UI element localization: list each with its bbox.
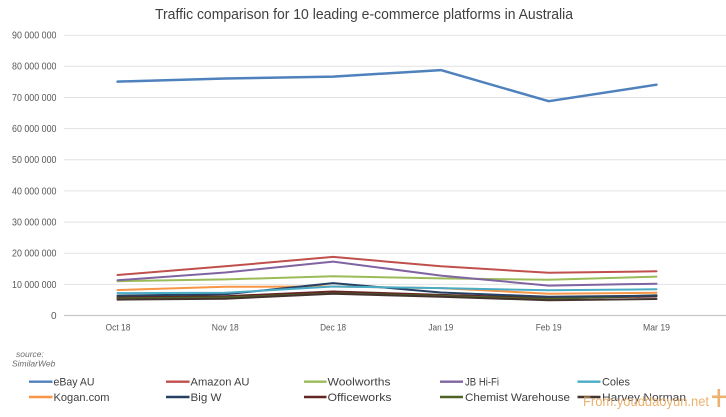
svg-text:source:: source: — [16, 349, 45, 359]
svg-text:60 000 000: 60 000 000 — [12, 124, 57, 135]
svg-text:Big W: Big W — [191, 392, 223, 404]
svg-text:10 000 000: 10 000 000 — [12, 280, 57, 291]
svg-text:Jan 19: Jan 19 — [428, 323, 453, 334]
svg-text:0: 0 — [51, 311, 57, 322]
svg-text:Dec 18: Dec 18 — [320, 323, 346, 334]
svg-text:Coles: Coles — [602, 377, 630, 389]
svg-text:JB Hi-Fi: JB Hi-Fi — [465, 377, 499, 389]
svg-text:Traffic comparison for 10 lead: Traffic comparison for 10 leading e-comm… — [155, 6, 574, 23]
svg-text:Oct 18: Oct 18 — [106, 323, 131, 334]
svg-text:Woolworths: Woolworths — [328, 377, 392, 389]
svg-text:SimilarWeb: SimilarWeb — [12, 359, 56, 369]
svg-text:Mar 19: Mar 19 — [643, 323, 670, 334]
svg-text:Feb 19: Feb 19 — [536, 323, 562, 334]
svg-text:Harvey Norman: Harvey Norman — [602, 392, 686, 404]
svg-text:Officeworks: Officeworks — [328, 392, 393, 404]
svg-text:70 000 000: 70 000 000 — [12, 93, 57, 104]
svg-text:20 000 000: 20 000 000 — [12, 249, 57, 260]
svg-text:30 000 000: 30 000 000 — [12, 218, 57, 229]
svg-text:From.youddaoyun.net: From.youddaoyun.net — [583, 394, 709, 409]
svg-text:Chemist Warehouse: Chemist Warehouse — [465, 392, 570, 404]
svg-text:90 000 000: 90 000 000 — [12, 31, 57, 42]
svg-text:50 000 000: 50 000 000 — [12, 155, 57, 166]
svg-text:eBay AU: eBay AU — [54, 377, 95, 389]
svg-text:40 000 000: 40 000 000 — [12, 186, 57, 197]
svg-text:Amazon AU: Amazon AU — [191, 377, 250, 389]
svg-text:80 000 000: 80 000 000 — [12, 62, 57, 73]
svg-text:Nov 18: Nov 18 — [212, 323, 239, 334]
svg-text:Kogan.com: Kogan.com — [54, 392, 110, 404]
